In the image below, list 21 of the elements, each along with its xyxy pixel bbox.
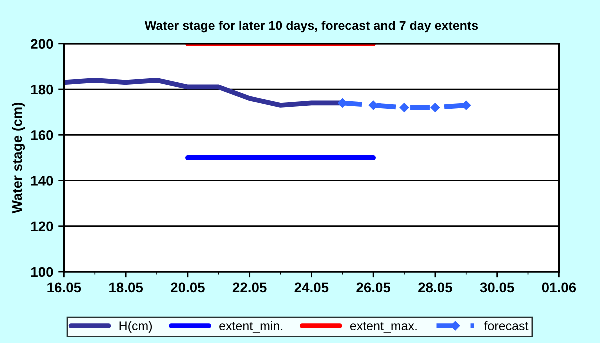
y-tick-label: 160: [31, 130, 54, 140]
x-tick-label: 30.05: [480, 282, 514, 293]
x-tick-label: 28.05: [418, 282, 452, 293]
x-tick-label: 18.05: [110, 282, 144, 293]
y-tick-label: 200: [31, 39, 54, 50]
y-axis-title: Water stage (cm): [12, 102, 26, 214]
legend-label: extent_min.: [220, 321, 283, 333]
x-tick-label: 01.06: [542, 282, 576, 293]
y-tick-label: 100: [31, 267, 54, 278]
x-tick-label: 16.05: [48, 282, 82, 293]
y-tick-label: 180: [31, 84, 54, 95]
chart-title: Water stage for later 10 days, forecast and 7 day extents: [144, 20, 478, 33]
legend-label: H(cm): [120, 321, 152, 333]
legend-label: forecast: [484, 321, 529, 331]
x-tick-label: 26.05: [356, 282, 391, 293]
x-tick-label: 22.05: [232, 282, 267, 293]
legend-label: extent_max.: [350, 322, 417, 333]
x-tick-label: 24.05: [294, 282, 329, 293]
y-tick-label: 120: [31, 222, 54, 232]
x-tick-label: 20.05: [171, 282, 205, 293]
y-tick-label: 140: [31, 176, 54, 186]
